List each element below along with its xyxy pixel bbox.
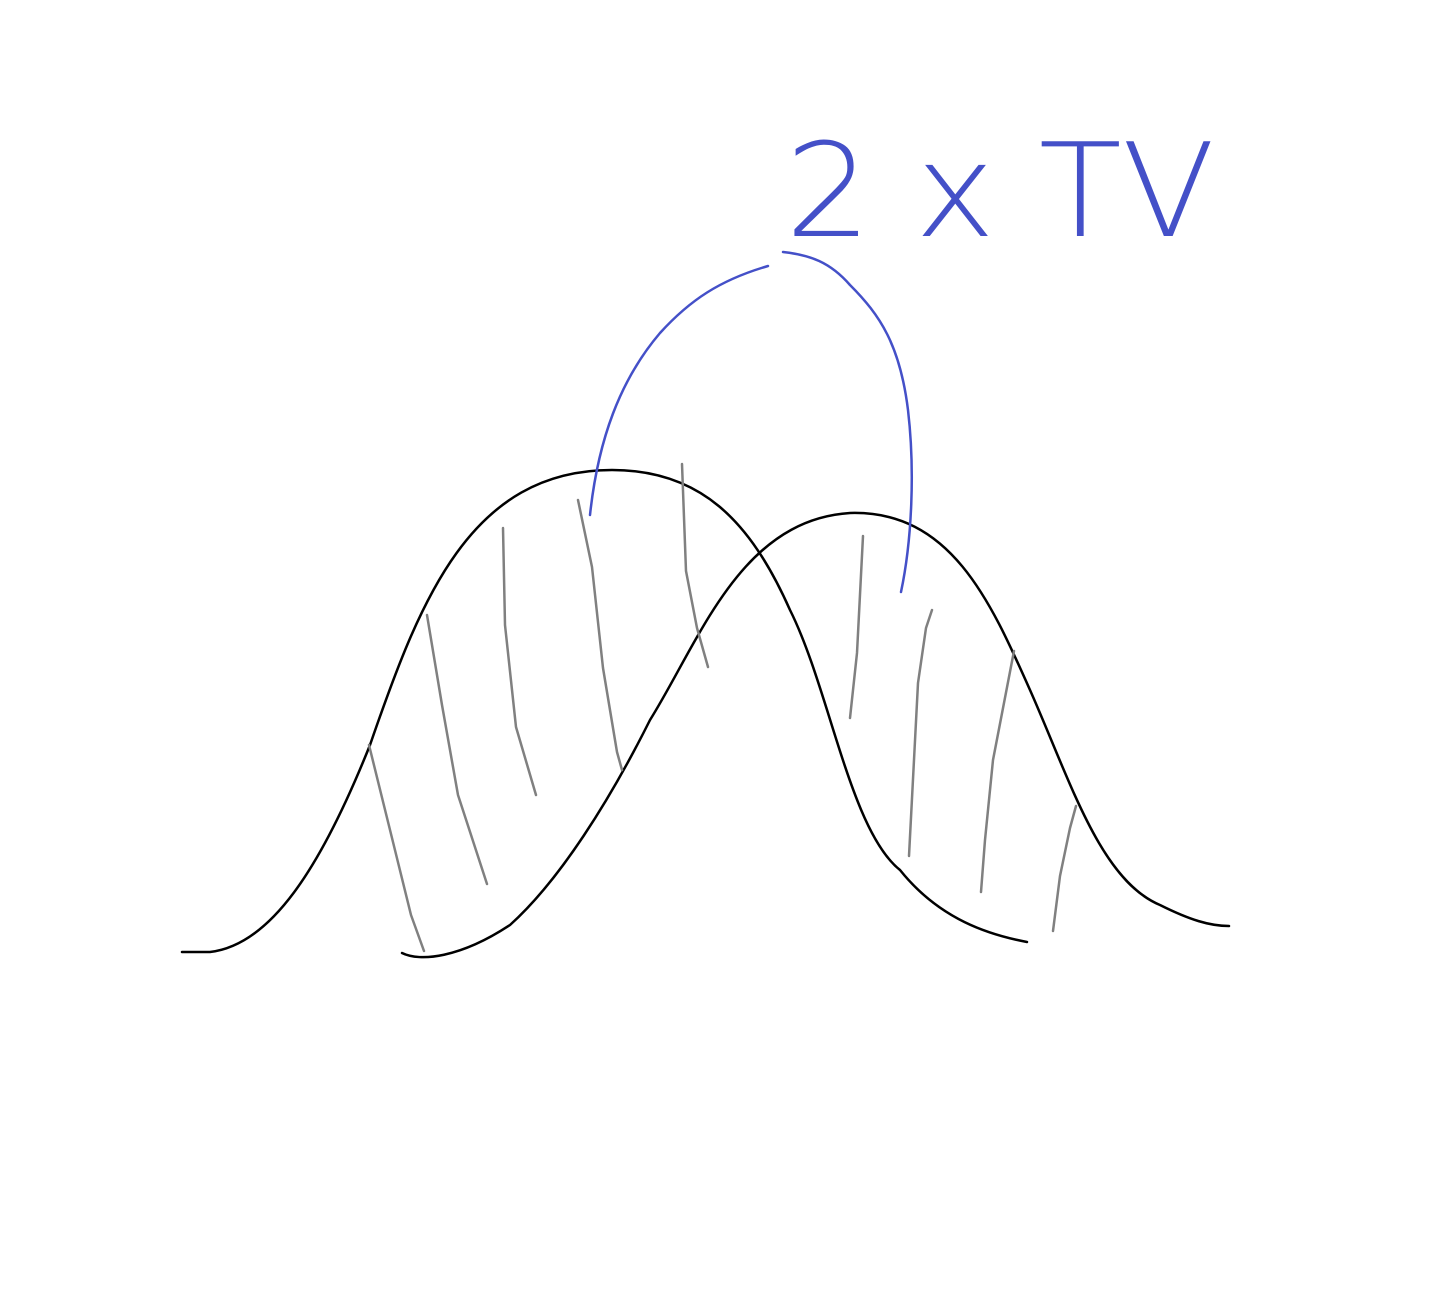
hatch-line <box>425 613 489 886</box>
right-distribution <box>400 511 1231 959</box>
left-distribution <box>180 468 1029 954</box>
hatch-line <box>979 649 1016 894</box>
hatch-line <box>848 534 865 720</box>
hatch-line <box>907 608 934 858</box>
hatch-line <box>501 526 538 797</box>
hatch-line <box>1051 804 1078 933</box>
arc-bracket <box>588 250 914 594</box>
hatching <box>367 462 1078 953</box>
hatch-line <box>367 743 426 953</box>
hatch-line <box>680 462 710 669</box>
annotation-label: 2 x TV <box>785 115 1215 267</box>
hatch-line <box>576 498 624 772</box>
